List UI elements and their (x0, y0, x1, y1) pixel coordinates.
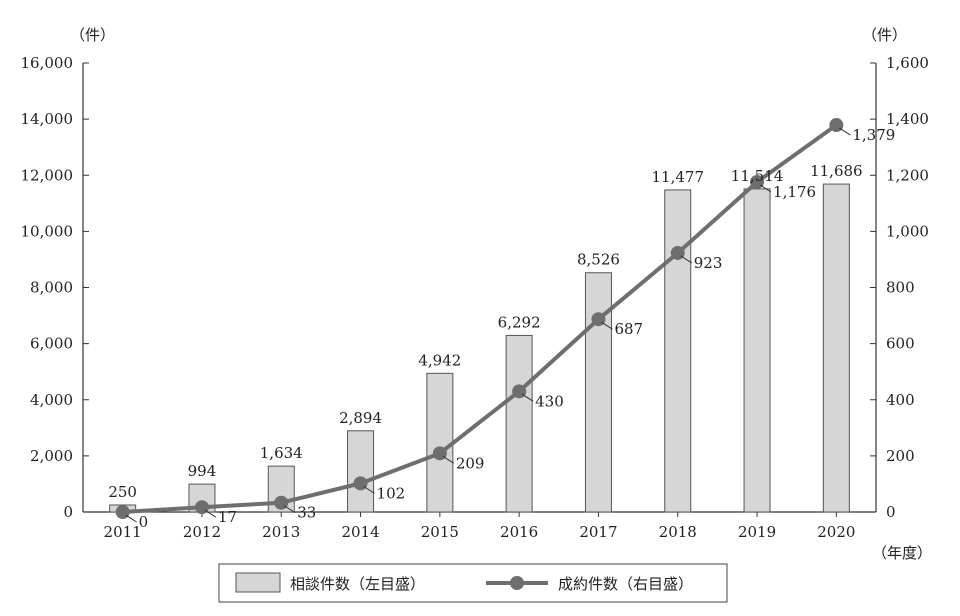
line-value-label: 923 (694, 254, 723, 272)
left-tick-label: 8,000 (30, 279, 73, 297)
bar-value-label: 8,526 (577, 251, 620, 269)
bar (347, 430, 375, 513)
bar-value-label: 250 (108, 483, 137, 501)
right-tick-label: 200 (886, 447, 915, 465)
bar-value-label: 1,634 (260, 444, 303, 462)
right-tick-label: 1,000 (886, 222, 929, 240)
legend: 相談件数（左目盛） 成約件数（右目盛） (218, 563, 728, 603)
line-value-label: 102 (377, 484, 406, 502)
line-value-label: 33 (297, 504, 316, 522)
bar (822, 183, 850, 513)
bar-value-label: 11,686 (810, 162, 863, 180)
bar (743, 188, 771, 513)
left-tick-label: 0 (63, 503, 73, 521)
line-label-leader (759, 184, 772, 193)
line-value-label: 0 (139, 513, 149, 531)
right-tick-label: 1,200 (886, 166, 929, 184)
legend-frame (218, 563, 728, 603)
line-label-leader (204, 509, 217, 518)
legend-line-marker (510, 576, 524, 590)
line-label-leader (363, 485, 375, 494)
line-value-label: 687 (614, 320, 643, 338)
bar-value-label: 11,514 (731, 167, 784, 185)
line-point (432, 446, 447, 461)
line-path (122, 123, 838, 514)
line-value-label: 1,379 (852, 126, 895, 144)
bar-series (109, 183, 850, 513)
line-point (353, 476, 368, 491)
right-axis-unit: （件） (862, 26, 907, 44)
line-label-leader (442, 455, 455, 464)
x-tick-label: 2014 (341, 523, 379, 541)
data-labels: 250 994 1,634 2,894 4,942 6,292 8,526 11,477 11,… (108, 126, 895, 531)
bar (426, 372, 454, 513)
line-point (829, 118, 844, 133)
right-tick-label: 1,600 (886, 54, 929, 72)
line-label-leader (601, 321, 613, 330)
legend-bar-swatch (235, 572, 281, 593)
x-tick-label: 2016 (500, 523, 538, 541)
line-value-label: 430 (535, 392, 564, 410)
x-axis-unit: （年度） (872, 544, 932, 562)
left-tick-label: 12,000 (21, 166, 74, 184)
line-label-leader (680, 255, 693, 264)
right-tick-label: 600 (886, 335, 915, 353)
bar (505, 334, 533, 513)
bar-value-label: 994 (188, 462, 217, 480)
line-point (670, 245, 685, 260)
bar-value-label: 2,894 (339, 409, 382, 427)
bar-value-label: 6,292 (498, 313, 541, 331)
line-value-label: 17 (218, 508, 237, 526)
x-tick-label: 2012 (183, 523, 221, 541)
bar (584, 272, 612, 513)
x-tick-label: 2017 (579, 523, 617, 541)
right-tick-label: 800 (886, 279, 915, 297)
left-tick-label: 10,000 (21, 222, 74, 240)
right-tick-label: 1,400 (886, 110, 929, 128)
x-tick-label: 2018 (659, 523, 697, 541)
left-axis-unit: （件） (70, 26, 115, 44)
x-tick-label: 2015 (421, 523, 459, 541)
right-tick-label: 0 (886, 503, 896, 521)
left-tick-label: 14,000 (21, 110, 74, 128)
bar-value-label: 4,942 (418, 351, 461, 369)
line-point (194, 500, 209, 515)
right-tick-label: 400 (886, 391, 915, 409)
legend-line-label: 成約件数（右目盛） (558, 575, 693, 593)
x-tick-label: 2020 (817, 523, 855, 541)
x-tick-label: 2011 (104, 523, 142, 541)
bar-value-label: 11,477 (652, 168, 705, 186)
chart-axes: 0 2,000 4,000 6,000 8,000 10,000 12,000 14,000 1… (21, 54, 929, 541)
left-tick-label: 16,000 (21, 54, 74, 72)
line-label-leader (283, 505, 296, 514)
bar (664, 189, 692, 513)
line-point (115, 505, 130, 519)
line-value-label: 209 (456, 454, 485, 472)
left-tick-label: 4,000 (30, 391, 73, 409)
legend-bar-label: 相談件数（左目盛） (290, 575, 425, 593)
left-tick-label: 2,000 (30, 447, 73, 465)
line-label-leader (125, 514, 137, 523)
line-point (274, 495, 289, 510)
x-tick-label: 2013 (262, 523, 300, 541)
line-value-label: 1,176 (773, 183, 816, 201)
line-label-leader (521, 393, 534, 402)
x-tick-label: 2019 (738, 523, 776, 541)
left-tick-label: 6,000 (30, 335, 73, 353)
line-point (591, 312, 606, 327)
line-label-leader (839, 127, 851, 136)
line-point (512, 384, 527, 399)
